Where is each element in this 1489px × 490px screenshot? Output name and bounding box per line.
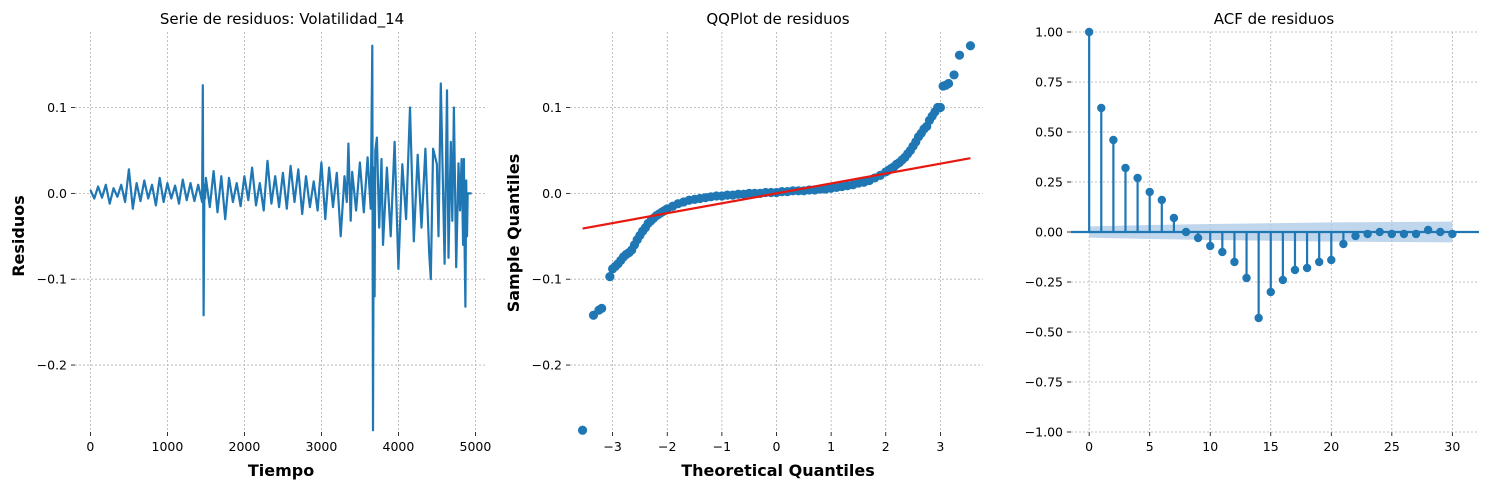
acf-marker	[1193, 233, 1203, 243]
residual-series-title: Serie de residuos: Volatilidad_14	[160, 10, 404, 29]
acf-x-tick-label: 20	[1323, 439, 1339, 454]
acf-y-tick-label: 0.00	[1035, 225, 1063, 240]
acf-marker	[1097, 103, 1106, 113]
acf-marker	[1109, 135, 1118, 145]
qqplot-y-tick-label: −0.2	[532, 358, 562, 373]
residual-series-x-tick-label: 1000	[152, 439, 184, 454]
acf-marker	[1254, 313, 1263, 323]
residual-series-y-tick-label: 0.1	[47, 100, 67, 115]
residual-series-line	[89, 44, 472, 432]
acf-marker	[1133, 173, 1142, 183]
acf-panel: ACF de residuos 0 5 10 15 20 25 30 −1.00 −0.75 −0…	[1025, 10, 1479, 454]
residual-series-ylabel: Residuos	[9, 195, 28, 277]
residual-series-x-tick-label: 0	[86, 439, 94, 454]
qqplot-point	[943, 78, 954, 89]
acf-marker	[1423, 225, 1433, 235]
acf-marker	[1314, 257, 1324, 267]
acf-marker	[1375, 227, 1384, 237]
acf-x-tick-label: 5	[1146, 439, 1154, 454]
qqplot-point	[605, 272, 615, 282]
acf-y-tick-label: −0.50	[1025, 325, 1063, 340]
acf-title: ACF de residuos	[1214, 10, 1335, 28]
qqplot-y-tick-label: −0.1	[532, 272, 562, 287]
residual-series-x-tick-label: 3000	[306, 439, 338, 454]
qqplot-point	[597, 303, 607, 313]
qqplot-y-tick-label: 0.1	[542, 100, 562, 115]
acf-marker	[1145, 187, 1154, 197]
acf-marker	[1363, 229, 1372, 239]
qqplot-y-tick-label: 0.0	[542, 186, 562, 201]
qqplot-x-tick-label: 3	[936, 439, 944, 454]
acf-marker	[1302, 263, 1312, 273]
acf-marker	[1436, 227, 1445, 237]
residual-series-x-tick-label: 2000	[229, 439, 261, 454]
acf-x-tick-label: 0	[1085, 439, 1093, 454]
acf-marker	[1157, 195, 1167, 205]
qqplot-x-tick-label: −1	[713, 439, 731, 454]
qqplot-point	[965, 41, 976, 51]
acf-marker	[1339, 239, 1348, 249]
acf-marker	[1266, 287, 1275, 297]
acf-x-tick-label: 25	[1384, 439, 1400, 454]
qqplot-title: QQPlot de residuos	[706, 10, 849, 28]
qqplot-x-tick-label: 0	[773, 439, 781, 454]
qqplot-point	[954, 50, 965, 60]
acf-marker	[1242, 273, 1251, 283]
acf-marker	[1278, 275, 1288, 285]
qqplot-point	[935, 102, 945, 113]
qqplot-panel: QQPlot de residuos Theoretical Quantiles…	[504, 10, 983, 480]
acf-x-tick-label: 10	[1202, 439, 1218, 454]
acf-marker	[1230, 257, 1239, 267]
acf-marker	[1290, 265, 1300, 275]
acf-marker	[1084, 27, 1094, 37]
qqplot-x-tick-label: −2	[658, 439, 676, 454]
acf-marker	[1121, 163, 1130, 173]
residual-series-panel: Serie de residuos: Volatilidad_14 Tiempo…	[9, 10, 491, 480]
acf-y-tick-label: −0.25	[1025, 275, 1063, 290]
residual-series-y-tick-label: −0.1	[37, 272, 67, 287]
residual-series-y-tick-label: 0.0	[47, 186, 67, 201]
acf-y-tick-label: 1.00	[1035, 25, 1063, 40]
qqplot-point	[949, 70, 959, 80]
qqplot-x-tick-label: −3	[603, 439, 621, 454]
acf-marker	[1181, 227, 1191, 237]
acf-marker	[1411, 229, 1421, 239]
acf-y-tick-label: 0.50	[1035, 125, 1063, 140]
qqplot-x-tick-label: 1	[827, 439, 835, 454]
acf-marker	[1448, 229, 1457, 239]
residual-series-xlabel: Tiempo	[248, 461, 314, 480]
acf-marker	[1399, 229, 1409, 239]
residual-series-x-tick-label: 4000	[383, 439, 415, 454]
acf-marker	[1387, 229, 1397, 239]
acf-marker	[1218, 247, 1227, 257]
qqplot-point	[577, 425, 588, 435]
qqplot-reference-line	[582, 157, 971, 230]
acf-y-tick-label: 0.25	[1035, 175, 1063, 190]
acf-marker	[1351, 231, 1360, 241]
acf-x-tick-label: 30	[1444, 439, 1460, 454]
qqplot-xlabel: Theoretical Quantiles	[681, 461, 875, 480]
acf-y-tick-label: −0.75	[1025, 375, 1063, 390]
acf-marker	[1327, 255, 1336, 265]
acf-marker	[1169, 213, 1179, 223]
acf-y-tick-label: −1.00	[1025, 425, 1063, 440]
residual-series-x-tick-label: 5000	[460, 439, 492, 454]
qqplot-x-tick-label: 2	[882, 439, 890, 454]
residual-series-y-tick-label: −0.2	[37, 358, 67, 373]
acf-y-tick-label: 0.75	[1035, 75, 1063, 90]
acf-marker	[1206, 241, 1215, 251]
acf-x-tick-label: 15	[1263, 439, 1279, 454]
qqplot-ylabel: Sample Quantiles	[504, 154, 523, 313]
